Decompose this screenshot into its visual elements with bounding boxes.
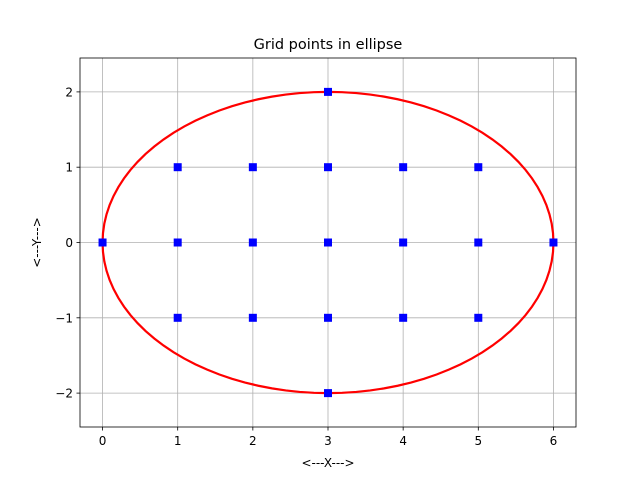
grid-point-marker (399, 163, 408, 172)
y-tick-label: 1 (65, 161, 73, 175)
grid-point-marker (324, 313, 332, 322)
y-tick-label: −2 (55, 387, 73, 401)
grid-point-marker (474, 313, 483, 322)
grid-point-marker (399, 313, 408, 322)
grid-point-marker (324, 238, 332, 247)
grid-point-marker (173, 238, 182, 247)
y-axis-ticks: −2 −1 0 1 2 (55, 85, 80, 401)
grid-point-marker (474, 163, 483, 172)
grid-point-marker (173, 313, 182, 322)
x-tick-label: 1 (174, 434, 182, 448)
x-tick-label: 3 (324, 434, 332, 448)
grid-point-marker (324, 163, 332, 172)
grid-point-marker (173, 163, 182, 172)
x-axis-ticks: 0 1 2 3 4 5 6 (99, 427, 558, 448)
x-tick-label: 4 (399, 434, 407, 448)
grid-point-marker (248, 313, 257, 322)
grid-point-marker (399, 238, 408, 247)
y-tick-label: 0 (65, 236, 73, 250)
y-tick-label: −1 (55, 311, 73, 325)
x-tick-label: 6 (550, 434, 558, 448)
grid-point-marker (549, 238, 558, 247)
x-tick-label: 0 (99, 434, 107, 448)
y-tick-label: 2 (65, 85, 73, 99)
x-tick-label: 5 (474, 434, 482, 448)
chart-title: Grid points in ellipse (254, 37, 403, 53)
grid-points (98, 87, 558, 398)
y-axis-label: <---Y---> (30, 217, 44, 268)
x-axis-label: <---X---> (301, 456, 354, 470)
grid-point-marker (248, 238, 257, 247)
grid-point-marker (324, 389, 332, 398)
grid-point-marker (324, 87, 332, 96)
x-tick-label: 2 (249, 434, 257, 448)
grid-point-marker (474, 238, 483, 247)
grid-point-marker (98, 238, 107, 247)
grid-point-marker (248, 163, 257, 172)
